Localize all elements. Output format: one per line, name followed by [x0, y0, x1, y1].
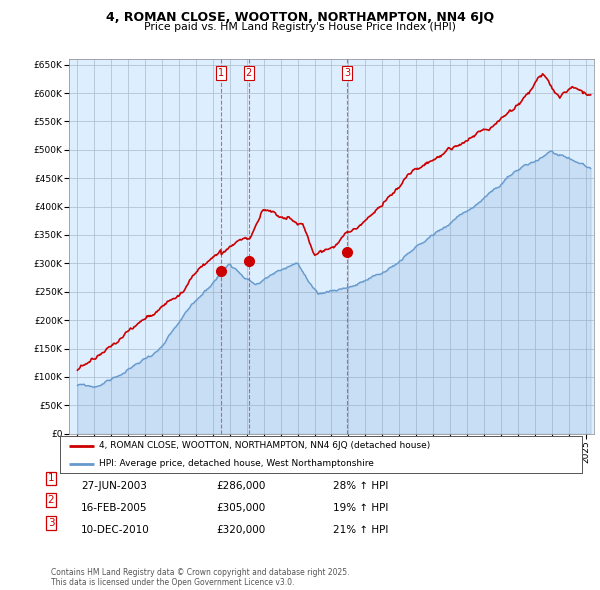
Text: 1: 1 [218, 68, 224, 78]
Text: 2: 2 [47, 496, 55, 505]
Text: 28% ↑ HPI: 28% ↑ HPI [333, 481, 388, 491]
Text: 16-FEB-2005: 16-FEB-2005 [81, 503, 148, 513]
Text: 27-JUN-2003: 27-JUN-2003 [81, 481, 147, 491]
Text: 1: 1 [47, 474, 55, 483]
Text: 10-DEC-2010: 10-DEC-2010 [81, 525, 150, 535]
Text: Price paid vs. HM Land Registry's House Price Index (HPI): Price paid vs. HM Land Registry's House … [144, 22, 456, 32]
Text: 21% ↑ HPI: 21% ↑ HPI [333, 525, 388, 535]
Text: 4, ROMAN CLOSE, WOOTTON, NORTHAMPTON, NN4 6JQ (detached house): 4, ROMAN CLOSE, WOOTTON, NORTHAMPTON, NN… [99, 441, 430, 450]
Text: £286,000: £286,000 [216, 481, 265, 491]
Text: £305,000: £305,000 [216, 503, 265, 513]
Text: 3: 3 [47, 518, 55, 527]
Text: 19% ↑ HPI: 19% ↑ HPI [333, 503, 388, 513]
Text: 2: 2 [246, 68, 252, 78]
Text: £320,000: £320,000 [216, 525, 265, 535]
Text: Contains HM Land Registry data © Crown copyright and database right 2025.
This d: Contains HM Land Registry data © Crown c… [51, 568, 349, 587]
Text: 3: 3 [344, 68, 350, 78]
Text: 4, ROMAN CLOSE, WOOTTON, NORTHAMPTON, NN4 6JQ: 4, ROMAN CLOSE, WOOTTON, NORTHAMPTON, NN… [106, 11, 494, 24]
Text: HPI: Average price, detached house, West Northamptonshire: HPI: Average price, detached house, West… [99, 459, 374, 468]
